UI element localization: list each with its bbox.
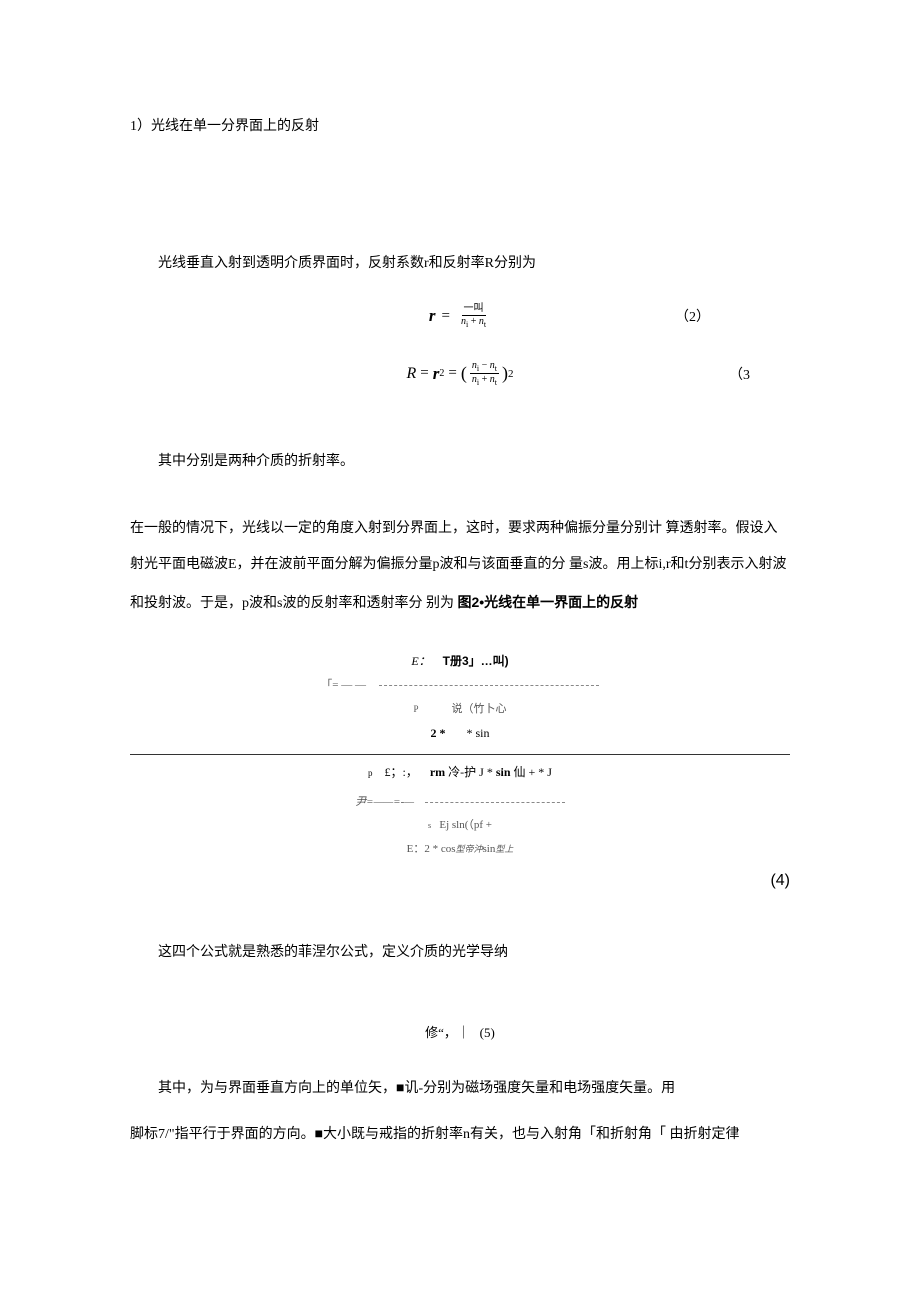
eq3-R: R [407, 365, 417, 383]
eq2-numerator: 一叫 [462, 303, 486, 316]
eq4-l2a: 「= — — [321, 679, 366, 691]
eq4-l1a: E： [411, 654, 430, 668]
eq4-l3b: 说（竹卜心 [452, 703, 507, 715]
eq3-number: （3 [729, 364, 750, 384]
eq4-number: (4) [770, 872, 790, 889]
eq4-l7a: s [428, 821, 431, 830]
eq4-l4b: * sin [466, 726, 489, 740]
equation-4-block-lower: p £；:， rm 冷-护 J * sin 仙 + * J 尹=——=-— s … [130, 763, 790, 895]
paragraph-3-block: 在一般的情况下，光线以一定的角度入射到分界面上，这时，要求两种偏振分量分别计 算… [130, 511, 790, 622]
eq4-l8: E：2 * cos型帝沖sin型上 [407, 843, 514, 855]
eq4-l4a: 2 * [430, 726, 445, 740]
eq5-number: (5) [480, 1025, 495, 1040]
intro-paragraph: 光线垂直入射到透明介质界面时，反射系数r和反射率R分别为 [130, 250, 790, 278]
figure-2-reference: 图2•光线在单一界面上的反射 [457, 594, 638, 610]
eq4-l7b: Ej sln(（pf + [439, 819, 492, 831]
eq3-den-sub2: t [495, 378, 497, 387]
eq3-num-minus: − [479, 360, 490, 371]
eq5-text: 修“，｜ [425, 1025, 470, 1040]
divider-line [130, 754, 790, 755]
eq3-den-plus: + [479, 374, 490, 385]
eq4-l5b: £；:， [385, 765, 418, 779]
paragraph-5-line1: 其中，为与界面垂直方向上的单位矢，■讥-分别为磁场强度矢量和电场强度矢量。用 [130, 1071, 790, 1107]
section-heading: 1）光线在单一分界面上的反射 [130, 115, 790, 135]
eq3-sup: 2 [439, 368, 444, 379]
eq4-l1b: T册3」…叫) [443, 654, 509, 668]
eq2-lhs: r [429, 306, 436, 326]
eq4-l3a: P [413, 704, 418, 714]
eq3-r: r [433, 364, 440, 384]
equation-5-block: 修“，｜ (5) [130, 1022, 790, 1041]
eq2-den-plus: + [468, 316, 479, 327]
eq3-eq1: = [420, 365, 428, 382]
equation-4-block: E： T册3」…叫) 「= — — P 说（竹卜心 2 * * sin [130, 652, 790, 744]
eq2-equals: = [442, 308, 450, 325]
eq4-l6a: 尹=——=-— [355, 796, 414, 808]
equation-2-block: r = 一叫 ni + nt （2） R = r2 = ( [130, 303, 790, 388]
eq3-eq2: = [448, 365, 456, 382]
eq4-underline-1 [379, 685, 599, 686]
paragraph-2: 其中分别是两种介质的折射率。 [130, 448, 790, 476]
eq2-number: （2） [675, 306, 710, 326]
eq4-underline-2 [425, 802, 565, 803]
eq4-l5a: p [368, 768, 373, 778]
paragraph-4: 这四个公式就是熟悉的菲涅尔公式，定义介质的光学导纳 [130, 939, 790, 967]
eq4-l5c: rm 冷-护 J * sin 仙 + * J [430, 765, 552, 779]
eq3-num-sub2: t [495, 364, 497, 373]
paragraph-5-line2: 脚标7/"指平行于界面的方向。■大小既与戒指的折射率n有关，也与入射角「和折射角… [130, 1117, 790, 1153]
paragraph-5-block: 其中，为与界面垂直方向上的单位矢，■讥-分别为磁场强度矢量和电场强度矢量。用 脚… [130, 1071, 790, 1154]
eq2-den-sub2: t [484, 320, 486, 329]
eq3-close-sup: 2 [508, 368, 514, 380]
